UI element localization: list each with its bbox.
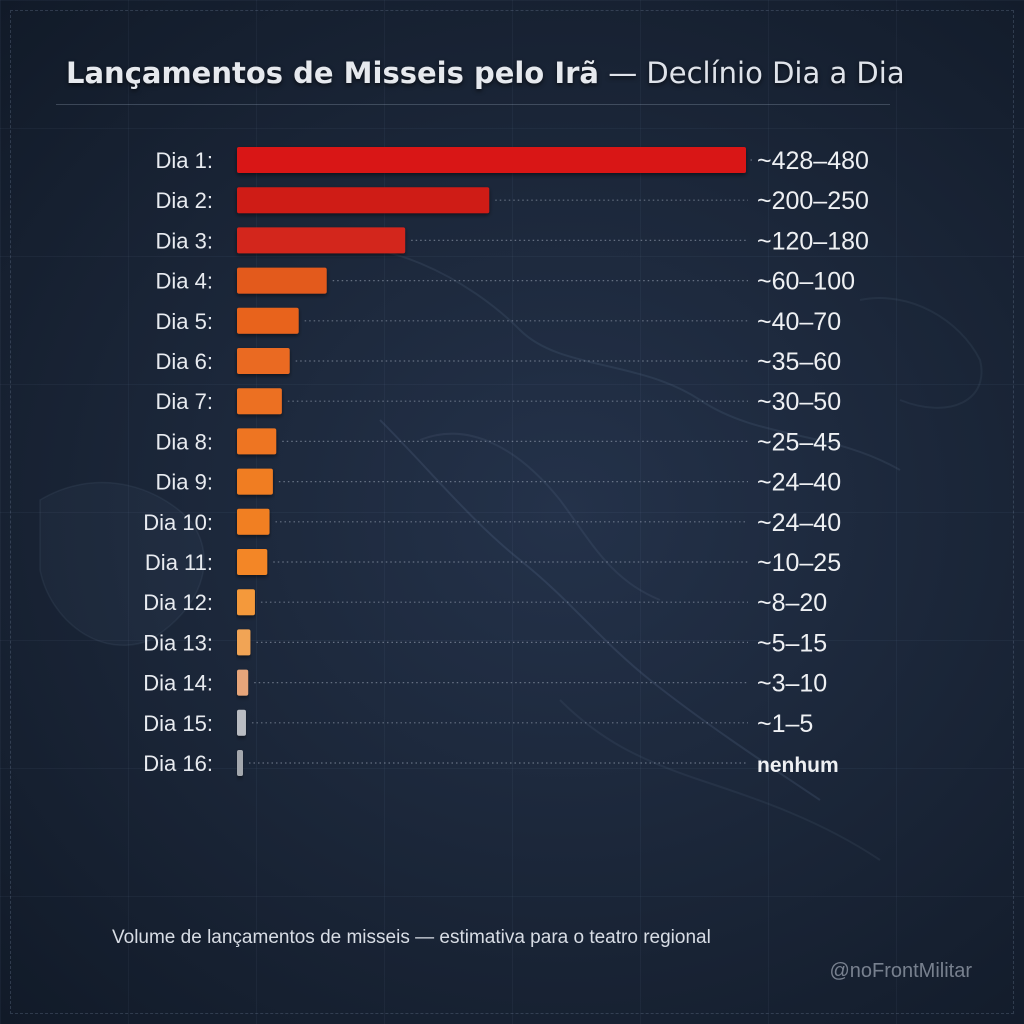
bar xyxy=(237,589,255,616)
bar xyxy=(237,267,327,294)
category-label: Dia 5: xyxy=(156,309,213,334)
category-label: Dia 11: xyxy=(145,550,213,575)
category-label: Dia 13: xyxy=(143,630,213,655)
value-label: ~60–100 xyxy=(757,268,855,296)
title-divider xyxy=(56,104,890,105)
category-label: Dia 8: xyxy=(156,429,213,454)
category-label: Dia 9: xyxy=(156,470,213,495)
title-main: Lançamentos de Misseis pelo Irã xyxy=(66,56,599,90)
value-label: ~24–40 xyxy=(757,509,841,537)
category-label: Dia 4: xyxy=(156,269,213,294)
value-label: ~10–25 xyxy=(757,549,841,577)
chart-title: Lançamentos de Misseis pelo Irã — Declín… xyxy=(66,56,905,90)
category-label: Dia 2: xyxy=(156,188,213,213)
value-label: ~120–180 xyxy=(757,227,869,255)
value-label: ~35–60 xyxy=(757,348,841,376)
bar xyxy=(237,508,270,535)
bar xyxy=(237,709,246,736)
category-label: Dia 15: xyxy=(143,711,213,736)
category-label: Dia 16: xyxy=(143,751,213,776)
bar xyxy=(237,428,277,455)
frame-border xyxy=(10,10,1014,1014)
bar xyxy=(237,187,490,214)
value-label: ~40–70 xyxy=(757,308,841,336)
category-label: Dia 7: xyxy=(156,389,213,414)
value-label: ~3–10 xyxy=(757,670,827,698)
bar xyxy=(237,549,268,575)
bar xyxy=(237,468,273,495)
category-label: Dia 14: xyxy=(143,671,213,696)
bar xyxy=(237,629,251,656)
bar xyxy=(237,750,243,776)
value-label: ~1–5 xyxy=(757,710,813,738)
value-label: ~30–50 xyxy=(757,388,841,416)
value-label: ~24–40 xyxy=(757,469,841,497)
bar xyxy=(237,147,746,173)
value-label: ~5–15 xyxy=(757,629,827,657)
bar xyxy=(237,388,282,415)
category-label: Dia 1: xyxy=(156,148,213,173)
value-label: ~200–250 xyxy=(757,187,869,215)
watermark: @noFrontMilitar xyxy=(829,960,972,982)
bar xyxy=(237,669,249,696)
category-label: Dia 10: xyxy=(143,510,213,535)
category-label: Dia 3: xyxy=(156,228,213,253)
value-label: ~428–480 xyxy=(757,147,869,175)
bar xyxy=(237,227,406,254)
value-label: ~8–20 xyxy=(757,589,827,617)
value-label: nenhum xyxy=(757,754,839,777)
footnote: Volume de lançamentos de misseis — estim… xyxy=(112,927,711,948)
title-subtitle: — Declínio Dia a Dia xyxy=(599,56,905,90)
bar xyxy=(237,307,299,334)
category-label: Dia 6: xyxy=(156,349,213,374)
category-label: Dia 12: xyxy=(143,590,213,615)
bar xyxy=(237,348,290,374)
value-label: ~25–45 xyxy=(757,428,841,456)
